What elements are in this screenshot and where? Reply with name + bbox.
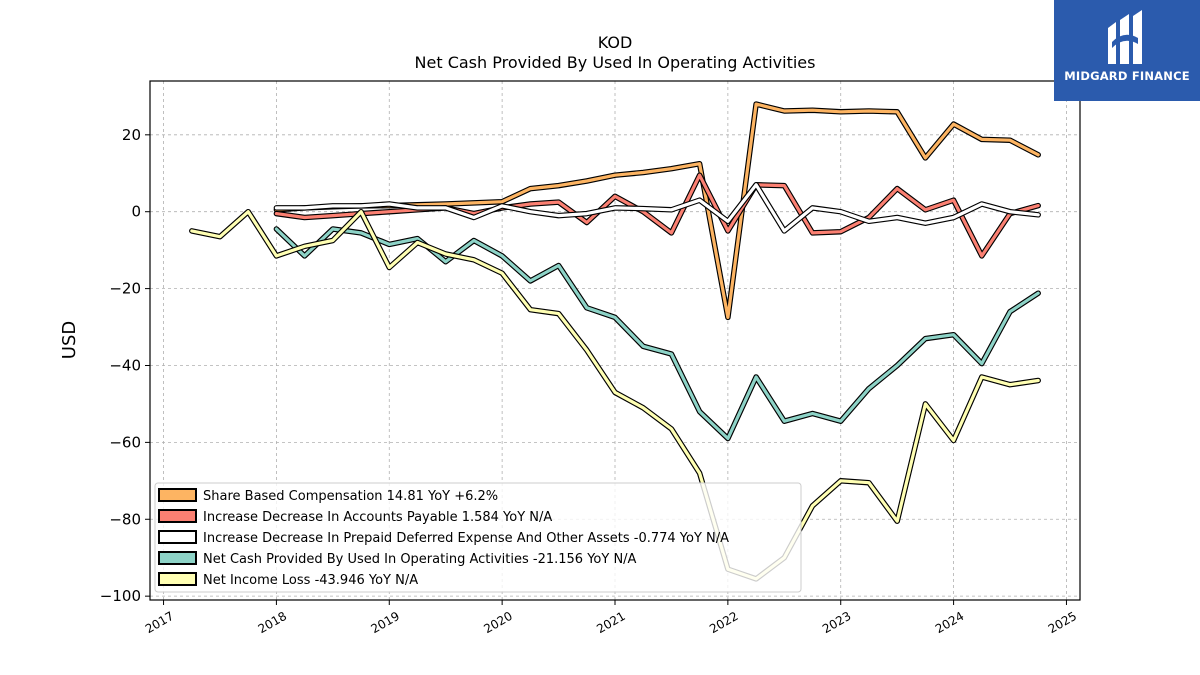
series-line — [274, 227, 1040, 441]
legend: Share Based Compensation 14.81 YoY +6.2%… — [154, 482, 802, 593]
logo-text: MIDGARD FINANCE — [1064, 69, 1190, 83]
series-line — [274, 173, 1040, 258]
y-tick-label: −40 — [109, 356, 141, 374]
legend-entry: Increase Decrease In Prepaid Deferred Ex… — [203, 531, 729, 546]
x-tick-label: 2025 — [1046, 609, 1079, 636]
y-tick-label: −80 — [109, 510, 141, 528]
series-3 — [273, 226, 1041, 442]
x-tick-label: 2023 — [820, 609, 853, 636]
series-1 — [273, 172, 1041, 259]
legend-entry: Share Based Compensation 14.81 YoY +6.2% — [203, 489, 498, 504]
series-4 — [189, 208, 1041, 582]
series-line — [190, 210, 1040, 581]
legend-swatch — [158, 509, 197, 523]
x-tick-label: 2019 — [369, 609, 402, 636]
legend-swatch — [158, 530, 197, 544]
legend-entry: Net Income Loss -43.946 YoY N/A — [203, 573, 418, 588]
legend-box — [154, 482, 802, 593]
chart-subtitle: Net Cash Provided By Used In Operating A… — [415, 53, 816, 72]
y-tick-label: −100 — [100, 587, 141, 605]
y-axis-label: USD — [59, 321, 80, 359]
x-tick-label: 2017 — [143, 609, 176, 636]
series-layer — [189, 101, 1041, 582]
y-tick-label: −60 — [109, 433, 141, 451]
x-tick-label: 2024 — [933, 609, 966, 636]
chart-title: KOD — [598, 33, 633, 52]
x-tick-label: 2020 — [481, 609, 514, 636]
y-tick-label: 20 — [122, 126, 141, 144]
legend-entry: Net Cash Provided By Used In Operating A… — [203, 552, 637, 567]
legend-swatch — [158, 488, 197, 502]
x-tick-label: 2022 — [707, 609, 740, 636]
midgard-finance-logo: MIDGARD FINANCE — [1054, 0, 1200, 101]
legend-swatch — [158, 551, 197, 565]
legend-entry: Increase Decrease In Accounts Payable 1.… — [203, 510, 552, 525]
legend-swatch — [158, 572, 197, 586]
y-tick-label: −20 — [109, 280, 141, 298]
series-2 — [273, 182, 1041, 234]
y-tick-label: 0 — [131, 203, 141, 221]
series-line — [274, 183, 1040, 233]
x-tick-label: 2021 — [594, 609, 627, 636]
x-tick-label: 2018 — [256, 609, 289, 636]
midgard-m-logo-icon — [1108, 10, 1142, 64]
